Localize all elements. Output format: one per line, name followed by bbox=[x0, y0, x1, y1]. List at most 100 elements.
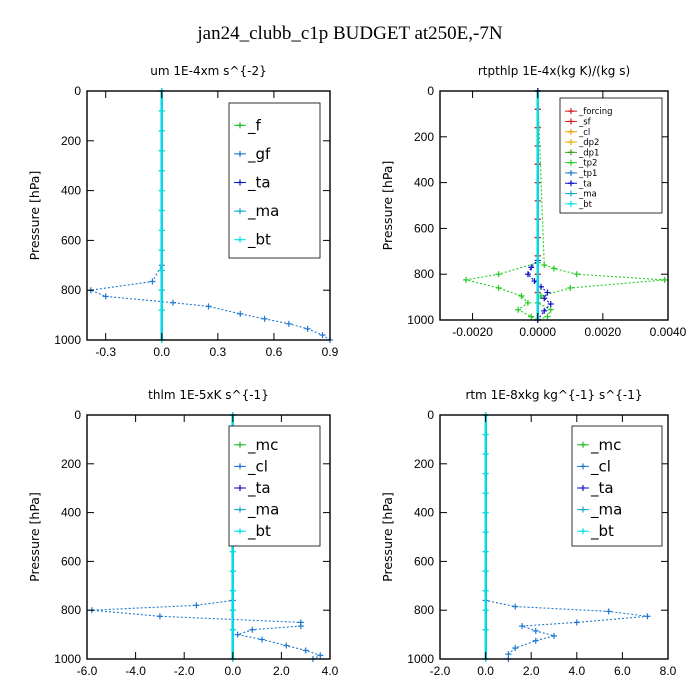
legend-entry: _cl bbox=[578, 128, 590, 138]
y-tick-label: 1000 bbox=[407, 652, 434, 666]
y-tick-label: 400 bbox=[61, 506, 81, 520]
y-axis-label: Pressure [hPa] bbox=[380, 161, 395, 251]
x-tick-label: 0.0 bbox=[153, 345, 170, 359]
y-tick-label: 800 bbox=[414, 267, 434, 281]
x-tick-label: -6.0 bbox=[77, 664, 98, 678]
y-tick-label: 0 bbox=[427, 84, 434, 98]
y-tick-label: 600 bbox=[61, 554, 81, 568]
legend-entry: _tp1 bbox=[578, 169, 597, 179]
plot-frame bbox=[86, 90, 331, 341]
x-tick-label: 0.0000 bbox=[519, 325, 556, 339]
x-tick-label: 4.0 bbox=[568, 664, 585, 678]
legend-entry: _ma bbox=[247, 501, 279, 520]
x-tick-label: 0.0020 bbox=[585, 325, 622, 339]
y-tick-label: 1000 bbox=[407, 313, 434, 327]
y-tick-label: 200 bbox=[61, 134, 81, 148]
panel-title: thlm 1E-5xK s^{-1} bbox=[148, 388, 269, 402]
legend-entry: _ta bbox=[590, 479, 614, 498]
legend-entry: _mc bbox=[590, 436, 621, 455]
panel-2: rtpthlp 1E-4x(kg K)/(kg s) Pressure [hPa]… bbox=[380, 64, 687, 339]
y-tick-label: 0 bbox=[74, 408, 81, 422]
legend-entry: _cl bbox=[247, 457, 268, 476]
plot-frame bbox=[86, 414, 331, 660]
legend-entry: _ta bbox=[578, 179, 592, 189]
x-tick-label: 6.0 bbox=[614, 664, 631, 678]
legend-entry: _cl bbox=[590, 457, 611, 476]
y-axis-label: Pressure [hPa] bbox=[27, 171, 42, 261]
x-tick-label: -0.0020 bbox=[452, 325, 493, 339]
legend-entry: _dp2 bbox=[578, 138, 599, 148]
y-tick-label: 600 bbox=[414, 554, 434, 568]
x-tick-label: -0.3 bbox=[95, 345, 116, 359]
panel-4: rtm 1E-8xkg kg^{-1} s^{-1} Pressure [hPa]… bbox=[380, 388, 677, 678]
legend-entry: _tp2 bbox=[578, 159, 597, 169]
legend-entry: _dp1 bbox=[578, 148, 599, 158]
panel-3: thlm 1E-5xK s^{-1} Pressure [hPa] -6.0 -4.0… bbox=[27, 388, 339, 678]
panel-1: um 1E-4xm s^{-2} Pressure [hPa] -0.3 0.0 0.3… bbox=[27, 64, 339, 359]
y-tick-label: 600 bbox=[61, 233, 81, 247]
legend-entry: _bt bbox=[590, 522, 614, 541]
legend: _mc _cl _ta _ma _bt bbox=[228, 425, 321, 547]
legend-entry: _ma bbox=[590, 501, 622, 520]
x-tick-label: 0.0 bbox=[224, 664, 241, 678]
panel-title: rtpthlp 1E-4x(kg K)/(kg s) bbox=[478, 64, 630, 78]
legend-entry: _bt bbox=[578, 200, 593, 210]
legend-entry: _ma bbox=[578, 190, 597, 200]
legend-box bbox=[571, 425, 663, 547]
legend-entry: _ta bbox=[247, 174, 271, 193]
series-group bbox=[463, 88, 668, 323]
x-tick-label: -2.0 bbox=[174, 664, 195, 678]
panel-title: rtm 1E-8xkg kg^{-1} s^{-1} bbox=[465, 388, 642, 402]
x-tick-label: 0.9 bbox=[322, 345, 339, 359]
x-tick-label: 2.0 bbox=[273, 664, 290, 678]
chart-panels: um 1E-4xm s^{-2} Pressure [hPa] -0.3 0.0 0.3… bbox=[27, 64, 687, 678]
x-tick-label: 0.0040 bbox=[650, 325, 687, 339]
y-tick-label: 0 bbox=[74, 84, 81, 98]
legend-entry: _bt bbox=[247, 522, 271, 541]
series-group bbox=[482, 412, 651, 662]
x-tick-label: 2.0 bbox=[523, 664, 540, 678]
x-tick-label: 0.0 bbox=[477, 664, 494, 678]
legend-box bbox=[228, 102, 321, 259]
legend-entry: _forcing bbox=[578, 107, 613, 117]
y-tick-label: 800 bbox=[414, 603, 434, 617]
legend-box bbox=[228, 425, 321, 547]
legend-entry: _ta bbox=[247, 479, 271, 498]
y-tick-label: 200 bbox=[414, 130, 434, 144]
y-tick-label: 400 bbox=[414, 506, 434, 520]
series-line-tp2 bbox=[465, 90, 665, 321]
panel-title: um 1E-4xm s^{-2} bbox=[150, 64, 266, 78]
legend-entry: _bt bbox=[247, 231, 271, 250]
legend-entry: _mc bbox=[247, 436, 278, 455]
y-tick-label: 800 bbox=[61, 603, 81, 617]
y-axis-label: Pressure [hPa] bbox=[380, 492, 395, 582]
y-axis-label: Pressure [hPa] bbox=[27, 492, 42, 582]
legend: _mc _cl _ta _ma _bt bbox=[571, 425, 663, 547]
y-tick-label: 1000 bbox=[54, 333, 81, 347]
legend: _forcing_sf_cl_dp2_dp1_tp2_tp1_ta_ma_bt bbox=[559, 97, 663, 214]
y-tick-label: 1000 bbox=[54, 652, 81, 666]
x-tick-label: 0.6 bbox=[266, 345, 283, 359]
x-tick-label: -4.0 bbox=[125, 664, 146, 678]
legend-entry: _gf bbox=[247, 145, 271, 164]
y-tick-label: 0 bbox=[427, 408, 434, 422]
y-tick-label: 200 bbox=[61, 457, 81, 471]
legend-entry: _ma bbox=[247, 202, 279, 221]
legend: _f _gf _ta _ma _bt bbox=[228, 102, 321, 259]
legend-entry: _sf bbox=[578, 117, 592, 127]
plot-frame bbox=[439, 414, 669, 660]
series-group bbox=[87, 88, 333, 343]
y-tick-label: 600 bbox=[414, 221, 434, 235]
x-tick-label: -2.0 bbox=[430, 664, 451, 678]
series-line-cl bbox=[91, 415, 322, 660]
legend-entry: _f bbox=[247, 116, 262, 135]
y-tick-label: 800 bbox=[61, 283, 81, 297]
y-tick-label: 400 bbox=[414, 176, 434, 190]
y-tick-label: 400 bbox=[61, 184, 81, 198]
plot-frame bbox=[439, 90, 669, 321]
figure-title: jan24_clubb_c1p BUDGET at250E,-7N bbox=[196, 23, 502, 44]
y-tick-label: 200 bbox=[414, 457, 434, 471]
x-tick-label: 8.0 bbox=[660, 664, 677, 678]
x-tick-label: 4.0 bbox=[322, 664, 339, 678]
